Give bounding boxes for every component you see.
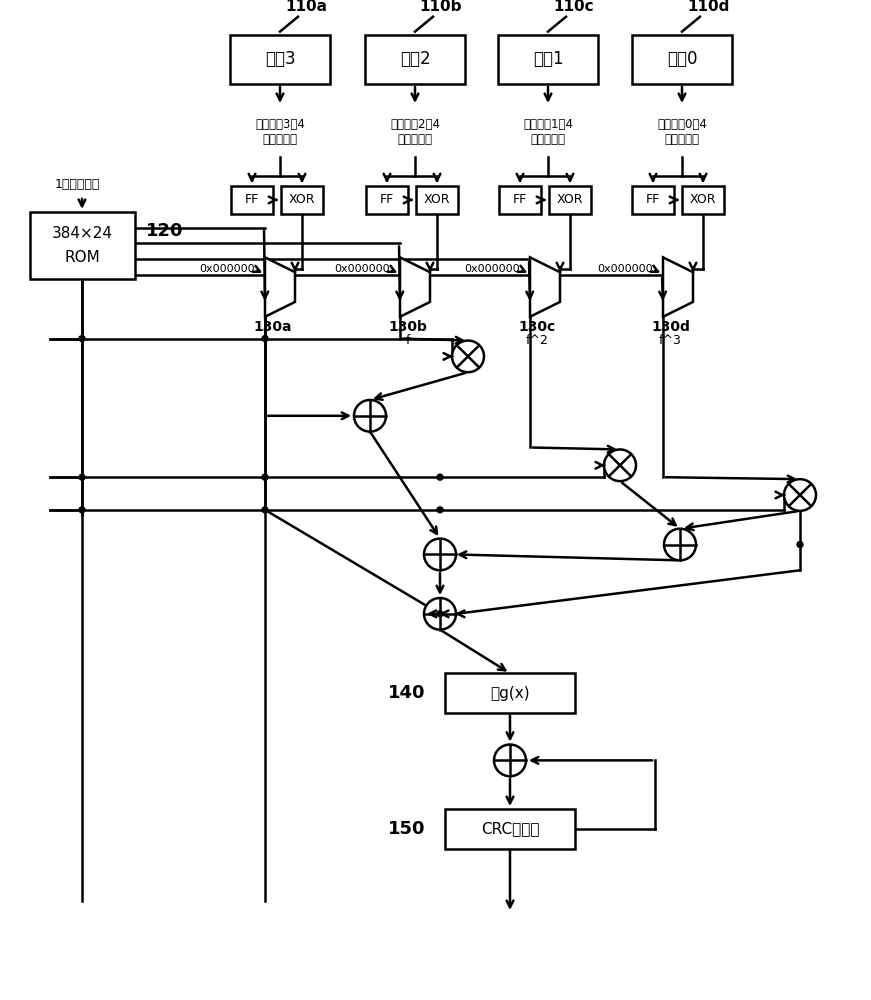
Polygon shape bbox=[530, 257, 560, 317]
Circle shape bbox=[437, 507, 443, 513]
Text: 110d: 110d bbox=[687, 0, 729, 14]
Bar bbox=[416, 186, 458, 214]
Bar bbox=[230, 35, 330, 84]
Circle shape bbox=[424, 539, 456, 570]
Bar bbox=[281, 186, 323, 214]
Text: 引摵0: 引摵0 bbox=[666, 50, 698, 68]
Circle shape bbox=[437, 611, 443, 617]
Circle shape bbox=[797, 542, 803, 547]
Bar bbox=[498, 35, 598, 84]
Text: 引摵2: 引摵2 bbox=[400, 50, 430, 68]
Text: f^2: f^2 bbox=[526, 334, 549, 347]
Bar bbox=[366, 186, 408, 214]
Text: 110c: 110c bbox=[554, 0, 594, 14]
Circle shape bbox=[424, 598, 456, 630]
Text: XOR: XOR bbox=[690, 193, 716, 206]
Bar bbox=[30, 212, 134, 279]
Circle shape bbox=[79, 507, 85, 513]
Text: 384×24: 384×24 bbox=[51, 226, 112, 241]
Bar bbox=[365, 35, 465, 84]
Circle shape bbox=[354, 400, 386, 432]
Text: 0x000000: 0x000000 bbox=[464, 264, 520, 274]
Text: 引摵1: 引摵1 bbox=[533, 50, 564, 68]
Text: 130d: 130d bbox=[651, 320, 690, 334]
Text: f^3: f^3 bbox=[659, 334, 682, 347]
Circle shape bbox=[437, 474, 443, 480]
Text: FF: FF bbox=[380, 193, 394, 206]
Text: 110b: 110b bbox=[420, 0, 463, 14]
Polygon shape bbox=[663, 257, 693, 317]
Circle shape bbox=[262, 474, 268, 480]
Polygon shape bbox=[400, 257, 430, 317]
Text: 0x000000: 0x000000 bbox=[598, 264, 652, 274]
Text: FF: FF bbox=[513, 193, 527, 206]
Bar bbox=[682, 186, 724, 214]
Circle shape bbox=[664, 529, 696, 560]
Text: XOR: XOR bbox=[289, 193, 315, 206]
Circle shape bbox=[604, 449, 636, 481]
Text: XOR: XOR bbox=[557, 193, 584, 206]
Text: 0x000000: 0x000000 bbox=[334, 264, 390, 274]
Text: 来自引摵0的4
个比特之一: 来自引摵0的4 个比特之一 bbox=[657, 118, 707, 146]
Text: 120: 120 bbox=[145, 222, 183, 240]
Bar bbox=[445, 673, 575, 713]
Polygon shape bbox=[265, 257, 295, 317]
Circle shape bbox=[784, 479, 816, 511]
Text: ROM: ROM bbox=[64, 250, 100, 265]
Text: CRC寄存器: CRC寄存器 bbox=[481, 821, 539, 836]
Text: f: f bbox=[405, 334, 409, 347]
Text: 150: 150 bbox=[388, 820, 426, 838]
Text: 0x000000: 0x000000 bbox=[199, 264, 255, 274]
Bar bbox=[499, 186, 541, 214]
Text: 1个偏移地址: 1个偏移地址 bbox=[54, 178, 99, 191]
Circle shape bbox=[452, 341, 484, 372]
Bar bbox=[632, 35, 732, 84]
Text: 引摵3: 引摵3 bbox=[265, 50, 295, 68]
Circle shape bbox=[79, 474, 85, 480]
Text: XOR: XOR bbox=[424, 193, 450, 206]
Text: FF: FF bbox=[245, 193, 260, 206]
Bar bbox=[445, 809, 575, 849]
Text: 来自引摵2的4
个比特之一: 来自引摵2的4 个比特之一 bbox=[390, 118, 440, 146]
Text: 模g(x): 模g(x) bbox=[490, 686, 530, 701]
Bar bbox=[549, 186, 591, 214]
Circle shape bbox=[494, 745, 526, 776]
Circle shape bbox=[262, 336, 268, 342]
Bar bbox=[231, 186, 273, 214]
Bar bbox=[632, 186, 674, 214]
Circle shape bbox=[79, 336, 85, 342]
Circle shape bbox=[262, 507, 268, 513]
Text: 110a: 110a bbox=[285, 0, 327, 14]
Text: FF: FF bbox=[646, 193, 660, 206]
Text: 来自引摵3的4
个比特之一: 来自引摵3的4 个比特之一 bbox=[255, 118, 305, 146]
Text: 130c: 130c bbox=[519, 320, 556, 334]
Text: 来自引摵1的4
个比特之一: 来自引摵1的4 个比特之一 bbox=[523, 118, 573, 146]
Text: 130a: 130a bbox=[253, 320, 292, 334]
Text: 140: 140 bbox=[388, 684, 426, 702]
Text: 130b: 130b bbox=[388, 320, 427, 334]
